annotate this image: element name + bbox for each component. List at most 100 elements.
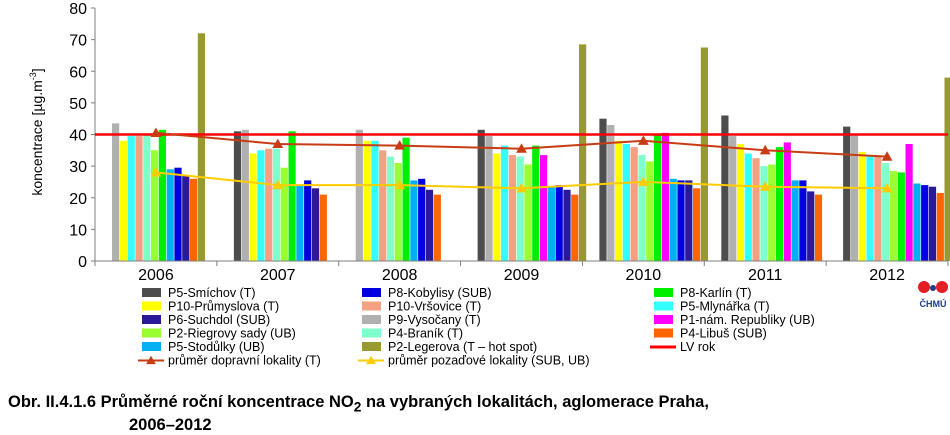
bar [198, 33, 205, 261]
bar [190, 179, 197, 261]
legend-label: P10-Vršovice (T) [388, 300, 481, 314]
legend-swatch [362, 342, 381, 351]
legend-label: P2-Legerova (T – hot spot) [388, 340, 537, 354]
bar [182, 176, 189, 261]
bar [670, 179, 677, 261]
bar [760, 166, 767, 261]
bar [151, 150, 158, 261]
bar [571, 195, 578, 261]
caption-line1-suffix: na vybraných lokalitách, aglomerace Prah… [361, 393, 709, 411]
bar [882, 163, 889, 261]
y-tick-label: 0 [78, 254, 87, 271]
y-tick-label: 10 [69, 222, 87, 239]
y-tick-label: 80 [69, 1, 87, 18]
legend-swatch [142, 288, 161, 297]
legend-swatch [362, 329, 381, 338]
bar [112, 123, 119, 261]
legend-label: P8-Kobylisy (SUB) [388, 286, 492, 300]
bar [913, 184, 920, 262]
y-tick-label: 20 [69, 191, 87, 208]
bar [929, 187, 936, 261]
x-tick-label: 2008 [382, 267, 418, 284]
bar [517, 157, 524, 261]
bar [296, 185, 303, 261]
bar [745, 154, 752, 262]
bar [890, 171, 897, 261]
bar [242, 130, 249, 261]
bar [143, 135, 150, 262]
bar [289, 131, 296, 261]
bar [548, 187, 555, 261]
legend-label: P4-Braník (T) [388, 327, 463, 341]
x-tick-label: 2007 [260, 267, 296, 284]
legend-label: P5-Stodůlky (UB) [168, 340, 265, 354]
legend-label: P4-Libuš (SUB) [680, 327, 767, 341]
caption-line2: 2006–2012 [8, 416, 938, 435]
x-tick-label: 2012 [869, 267, 905, 284]
legend-swatch [654, 329, 673, 338]
bar [677, 180, 684, 261]
bar [364, 141, 371, 261]
bar [906, 144, 913, 261]
bar [174, 168, 181, 261]
bar [792, 180, 799, 261]
bar [128, 136, 135, 261]
bar [615, 141, 622, 261]
bar [815, 195, 822, 261]
chmu-logo-icon: ČHMÚ [916, 278, 950, 318]
legend-label: P9-Vysočany (T) [388, 313, 481, 327]
bar [532, 146, 539, 261]
bar [135, 136, 142, 261]
bar [556, 185, 563, 261]
bar [623, 144, 630, 261]
bar [898, 172, 905, 261]
x-tick-label: 2009 [504, 267, 540, 284]
bar [410, 180, 417, 261]
bar [851, 135, 858, 262]
bar [120, 141, 127, 261]
bar [874, 157, 881, 261]
bar [257, 150, 264, 261]
legend-label: P2-Riegrovy sady (UB) [168, 327, 296, 341]
bar [524, 165, 531, 262]
bar [418, 179, 425, 261]
svg-text:ČHMÚ: ČHMÚ [920, 298, 947, 309]
bar [250, 154, 257, 262]
figure-caption: Obr. II.4.1.6 Průměrné roční koncentrace… [8, 393, 938, 435]
bar [403, 138, 410, 261]
legend-label: průměr pozaďové lokality (SUB, UB) [388, 354, 590, 368]
bar [859, 152, 866, 261]
bar [945, 78, 950, 261]
legend-label: P5-Smíchov (T) [168, 286, 256, 300]
bar [563, 190, 570, 261]
legend-swatch [654, 302, 673, 311]
legend-swatch [362, 302, 381, 311]
bar [167, 169, 174, 261]
bar [540, 155, 547, 261]
y-tick-label: 50 [69, 96, 87, 113]
bar [921, 185, 928, 261]
bar [478, 130, 485, 261]
bar [807, 191, 814, 261]
bar [843, 127, 850, 261]
legend-label: P8-Karlín (T) [680, 286, 752, 300]
chmu-logo: ČHMÚ [916, 278, 950, 318]
bar [646, 161, 653, 261]
legend-label: P5-Mlynářka (T) [680, 300, 770, 314]
bar [768, 165, 775, 262]
legend-label: LV rok [680, 340, 716, 354]
bar [371, 141, 378, 261]
bar [799, 180, 806, 261]
legend-swatch [142, 302, 161, 311]
y-tick-label: 40 [69, 128, 87, 145]
bar [395, 163, 402, 261]
bar [701, 48, 708, 262]
legend-swatch [654, 288, 673, 297]
y-tick-label: 70 [69, 33, 87, 50]
legend-swatch [362, 315, 381, 324]
bar [607, 125, 614, 261]
bar [693, 188, 700, 261]
bar [662, 133, 669, 261]
legend: P5-Smíchov (T)P10-Průmyslova (T)P6-Suchd… [138, 286, 815, 368]
